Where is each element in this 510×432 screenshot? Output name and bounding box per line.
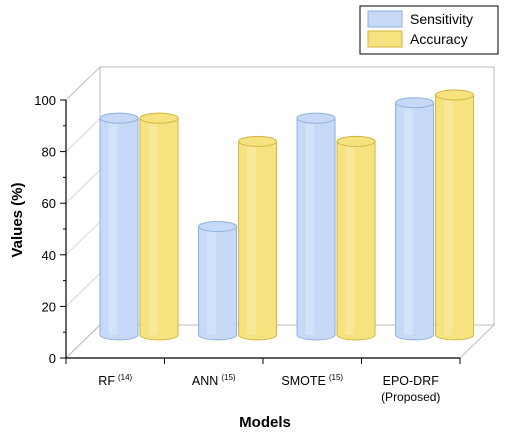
bar-body	[435, 94, 475, 341]
bar-body	[198, 226, 238, 341]
bar-body	[336, 140, 376, 341]
bar-top	[395, 97, 435, 109]
bar-top	[139, 112, 179, 124]
x-axis-label: Models	[239, 414, 291, 431]
bar-highlight	[345, 141, 355, 335]
y-tick-label: 100	[34, 93, 56, 108]
y-tick-label: 80	[42, 145, 56, 160]
bar-accuracy-ann	[238, 135, 278, 341]
bar-body	[139, 117, 179, 341]
gridline	[65, 169, 101, 204]
y-tick-label: 0	[49, 351, 56, 366]
x-tick-label: RF (14)	[98, 373, 132, 388]
bar-highlight	[305, 118, 315, 335]
bar-highlight	[108, 118, 118, 335]
bar-highlight	[247, 141, 256, 335]
bars-layer	[99, 89, 475, 341]
gridline	[65, 221, 101, 256]
y-axis: 0 20 40 60 80 100	[34, 93, 67, 366]
legend-label: Accuracy	[410, 31, 468, 47]
bar-top	[296, 112, 336, 124]
gridlines	[65, 118, 101, 307]
y-tick-label: 60	[42, 196, 56, 211]
bar-sensitivity-smote	[296, 112, 336, 341]
bar-body	[296, 117, 336, 341]
x-tick-label: ANN (15)	[192, 373, 236, 388]
y-tick-label: 40	[42, 248, 56, 263]
x-tick-label-line2: (Proposed)	[381, 390, 440, 404]
bar-top	[198, 221, 238, 233]
bar-sensitivity-epo-drf	[395, 97, 435, 341]
bar-top	[435, 89, 475, 101]
legend-swatch	[367, 10, 403, 28]
bar-highlight	[404, 102, 413, 335]
bar-top	[238, 135, 278, 147]
bar-sensitivity-rf	[99, 112, 139, 341]
bar-sensitivity-ann	[198, 221, 238, 341]
bar-accuracy-smote	[336, 135, 376, 341]
gridline	[65, 118, 101, 152]
x-axis: RF (14) ANN (15) SMOTE (15) EPO-DRF (Proposed)	[65, 357, 461, 404]
bar-highlight	[444, 94, 453, 335]
bar-top	[336, 135, 376, 147]
bar-highlight	[148, 118, 158, 335]
y-axis-label: Values (%)	[9, 182, 26, 257]
gridline	[65, 273, 101, 307]
bar-body	[238, 140, 278, 341]
x-tick-label: EPO-DRF	[383, 374, 440, 388]
legend: Sensitivity Accuracy	[359, 5, 499, 55]
x-tick-label: SMOTE (15)	[281, 373, 343, 388]
legend-swatch	[367, 30, 403, 48]
side-wall	[65, 65, 101, 360]
legend-label: Sensitivity	[410, 11, 473, 27]
bar-top	[99, 112, 139, 124]
bar-accuracy-epo-drf	[435, 89, 475, 341]
bar-accuracy-rf	[139, 112, 179, 341]
y-tick-label: 20	[42, 299, 56, 314]
bar-body	[99, 117, 139, 341]
bar-body	[395, 102, 435, 341]
bar-highlight	[207, 226, 216, 335]
